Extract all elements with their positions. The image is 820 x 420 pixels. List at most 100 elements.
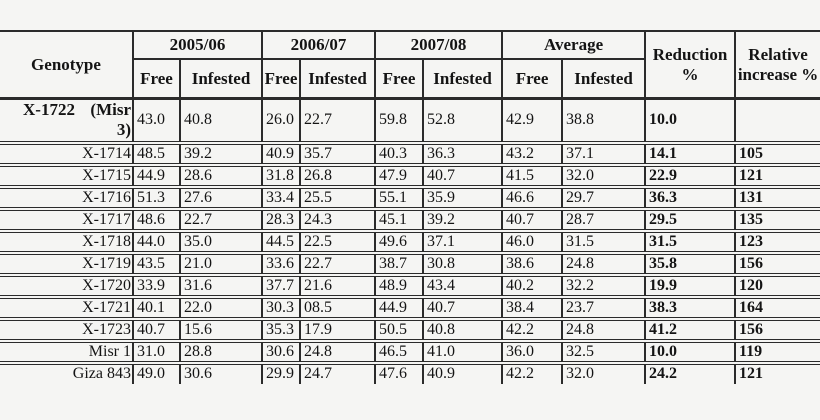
- cell-infested-average: 24.8: [561, 250, 646, 275]
- cell-free-2005-06: 44.9: [132, 162, 180, 187]
- cell-free-2006-07: 33.6: [261, 250, 301, 275]
- cell-infested-2005-06: 40.8: [178, 98, 263, 143]
- cell-free-2005-06: 31.0: [132, 338, 180, 363]
- cell-free-2007-08: 59.8: [374, 98, 424, 143]
- cell-infested-2006-07: 24.7: [299, 360, 376, 384]
- genotype-infestation-table: Genotype 2005/06 2006/07 2007/08 Average…: [0, 30, 820, 384]
- cell-free-2007-08: 49.6: [374, 228, 424, 253]
- cell-infested-2005-06: 27.6: [178, 184, 263, 209]
- cell-reduction: 36.3: [644, 184, 736, 209]
- cell-reduction: 14.1: [644, 140, 736, 165]
- cell-free-2005-06: 48.5: [132, 140, 180, 165]
- cell-free-average: 42.2: [501, 316, 563, 341]
- cell-free-2007-08: 48.9: [374, 272, 424, 297]
- genotype-cell: X-1721: [0, 294, 133, 319]
- cell-free-average: 40.7: [501, 206, 563, 231]
- cell-reduction: 19.9: [644, 272, 736, 297]
- cell-reduction: 41.2: [644, 316, 736, 341]
- header-infested-average: Infested: [561, 59, 646, 100]
- cell-free-2005-06: 48.6: [132, 206, 180, 231]
- table-row: X-1714 48.5 39.2 40.9 35.7 40.3 36.3 43.2 37.1 14…: [0, 140, 820, 165]
- cell-free-2006-07: 33.4: [261, 184, 301, 209]
- cell-reduction: 38.3: [644, 294, 736, 319]
- cell-free-2007-08: 47.6: [374, 360, 424, 384]
- cell-reduction: 31.5: [644, 228, 736, 253]
- cell-free-2007-08: 38.7: [374, 250, 424, 275]
- cell-free-2007-08: 50.5: [374, 316, 424, 341]
- table-row: X-1716 51.3 27.6 33.4 25.5 55.1 35.9 46.6 29.7 36…: [0, 184, 820, 209]
- cell-infested-2006-07: 25.5: [299, 184, 376, 209]
- cell-infested-2007-08: 36.3: [422, 140, 503, 165]
- cell-free-2007-08: 55.1: [374, 184, 424, 209]
- header-free-2006-07: Free: [261, 59, 301, 100]
- cell-infested-2005-06: 28.6: [178, 162, 263, 187]
- genotype-cell: X-1722 (Misr 3): [23, 100, 131, 140]
- cell-relative-increase: 121: [734, 162, 820, 187]
- table-row: X-1715 44.9 28.6 31.8 26.8 47.9 40.7 41.5 32.0 22…: [0, 162, 820, 187]
- cell-free-2005-06: 44.0: [132, 228, 180, 253]
- table-row: X-1723 40.7 15.6 35.3 17.9 50.5 40.8 42.2 24.8 41…: [0, 316, 820, 341]
- cell-infested-2007-08: 52.8: [422, 98, 503, 143]
- cell-relative-increase: 121: [734, 360, 820, 384]
- cell-infested-average: 37.1: [561, 140, 646, 165]
- header-genotype: Genotype: [0, 31, 133, 100]
- cell-infested-2007-08: 40.8: [422, 316, 503, 341]
- header-row-years: Genotype 2005/06 2006/07 2007/08 Average…: [0, 31, 820, 100]
- cell-infested-2006-07: 21.6: [299, 272, 376, 297]
- cell-free-2006-07: 29.9: [261, 360, 301, 384]
- cell-infested-2007-08: 37.1: [422, 228, 503, 253]
- cell-free-2005-06: 49.0: [132, 360, 180, 384]
- cell-reduction: 29.5: [644, 206, 736, 231]
- cell-relative-increase: 123: [734, 228, 820, 253]
- cell-free-2005-06: 40.1: [132, 294, 180, 319]
- header-infested-2006-07: Infested: [299, 59, 376, 100]
- cell-infested-2005-06: 21.0: [178, 250, 263, 275]
- cell-free-average: 38.6: [501, 250, 563, 275]
- cell-infested-average: 24.8: [561, 316, 646, 341]
- cell-free-2007-08: 46.5: [374, 338, 424, 363]
- cell-free-2007-08: 47.9: [374, 162, 424, 187]
- cell-infested-2007-08: 30.8: [422, 250, 503, 275]
- cell-relative-increase: 156: [734, 316, 820, 341]
- table-row: X-1719 43.5 21.0 33.6 22.7 38.7 30.8 38.6 24.8 35…: [0, 250, 820, 275]
- table-header: Genotype 2005/06 2006/07 2007/08 Average…: [0, 31, 820, 100]
- cell-free-2005-06: 40.7: [132, 316, 180, 341]
- header-free-average: Free: [501, 59, 563, 100]
- cell-free-2007-08: 40.3: [374, 140, 424, 165]
- cell-free-average: 42.9: [501, 98, 563, 143]
- cell-infested-2006-07: 17.9: [299, 316, 376, 341]
- cell-infested-average: 31.5: [561, 228, 646, 253]
- cell-infested-average: 32.5: [561, 338, 646, 363]
- cell-free-2007-08: 45.1: [374, 206, 424, 231]
- cell-infested-2005-06: 39.2: [178, 140, 263, 165]
- cell-infested-2006-07: 08.5: [299, 294, 376, 319]
- cell-free-average: 42.2: [501, 360, 563, 384]
- header-relative-increase: Relative increase %: [734, 31, 820, 100]
- cell-infested-2006-07: 24.8: [299, 338, 376, 363]
- cell-infested-2007-08: 39.2: [422, 206, 503, 231]
- table-row: X-1717 48.6 22.7 28.3 24.3 45.1 39.2 40.7 28.7 29…: [0, 206, 820, 231]
- cell-infested-2005-06: 28.8: [178, 338, 263, 363]
- cell-free-average: 43.2: [501, 140, 563, 165]
- cell-reduction: 24.2: [644, 360, 736, 384]
- genotype-cell: X-1718: [0, 228, 133, 253]
- cell-infested-2006-07: 22.7: [299, 98, 376, 143]
- table-row: X-1722 (Misr 3) 43.0 40.8 26.0 22.7 59.8 52.8 4…: [0, 98, 820, 143]
- cell-free-2005-06: 33.9: [132, 272, 180, 297]
- cell-free-2006-07: 35.3: [261, 316, 301, 341]
- table-row: Giza 843 49.0 30.6 29.9 24.7 47.6 40.9 42.2 32.0…: [0, 360, 820, 384]
- cell-infested-2007-08: 43.4: [422, 272, 503, 297]
- cell-free-average: 36.0: [501, 338, 563, 363]
- cell-free-2006-07: 31.8: [261, 162, 301, 187]
- cell-relative-increase: [734, 98, 820, 143]
- cell-free-2006-07: 28.3: [261, 206, 301, 231]
- cell-infested-average: 23.7: [561, 294, 646, 319]
- cell-infested-2005-06: 35.0: [178, 228, 263, 253]
- header-reduction: Reduction %: [644, 31, 736, 100]
- genotype-cell: X-1715: [0, 162, 133, 187]
- cell-infested-2007-08: 40.9: [422, 360, 503, 384]
- cell-infested-2007-08: 35.9: [422, 184, 503, 209]
- genotype-cell: X-1717: [0, 206, 133, 231]
- genotype-cell: X-1716: [0, 184, 133, 209]
- cell-infested-2005-06: 22.7: [178, 206, 263, 231]
